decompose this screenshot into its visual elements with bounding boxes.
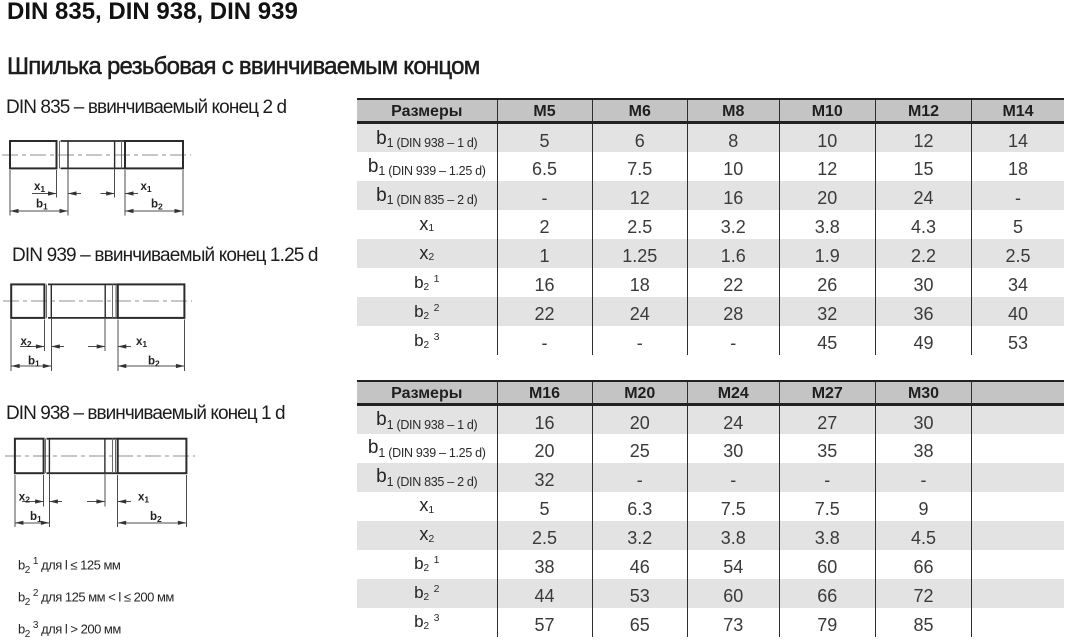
svg-text:x2: x2 xyxy=(19,492,30,505)
svg-text:b1: b1 xyxy=(36,199,48,212)
svg-text:x2: x2 xyxy=(21,336,32,349)
svg-text:b2: b2 xyxy=(148,355,160,368)
svg-text:b2: b2 xyxy=(151,199,163,212)
svg-text:x1: x1 xyxy=(138,492,149,505)
svg-text:b2: b2 xyxy=(150,511,162,524)
svg-text:b1: b1 xyxy=(30,511,42,524)
svg-text:x1: x1 xyxy=(136,336,147,349)
svg-text:x1: x1 xyxy=(141,181,152,194)
svg-text:x1: x1 xyxy=(34,181,45,194)
svg-text:b1: b1 xyxy=(28,355,40,368)
